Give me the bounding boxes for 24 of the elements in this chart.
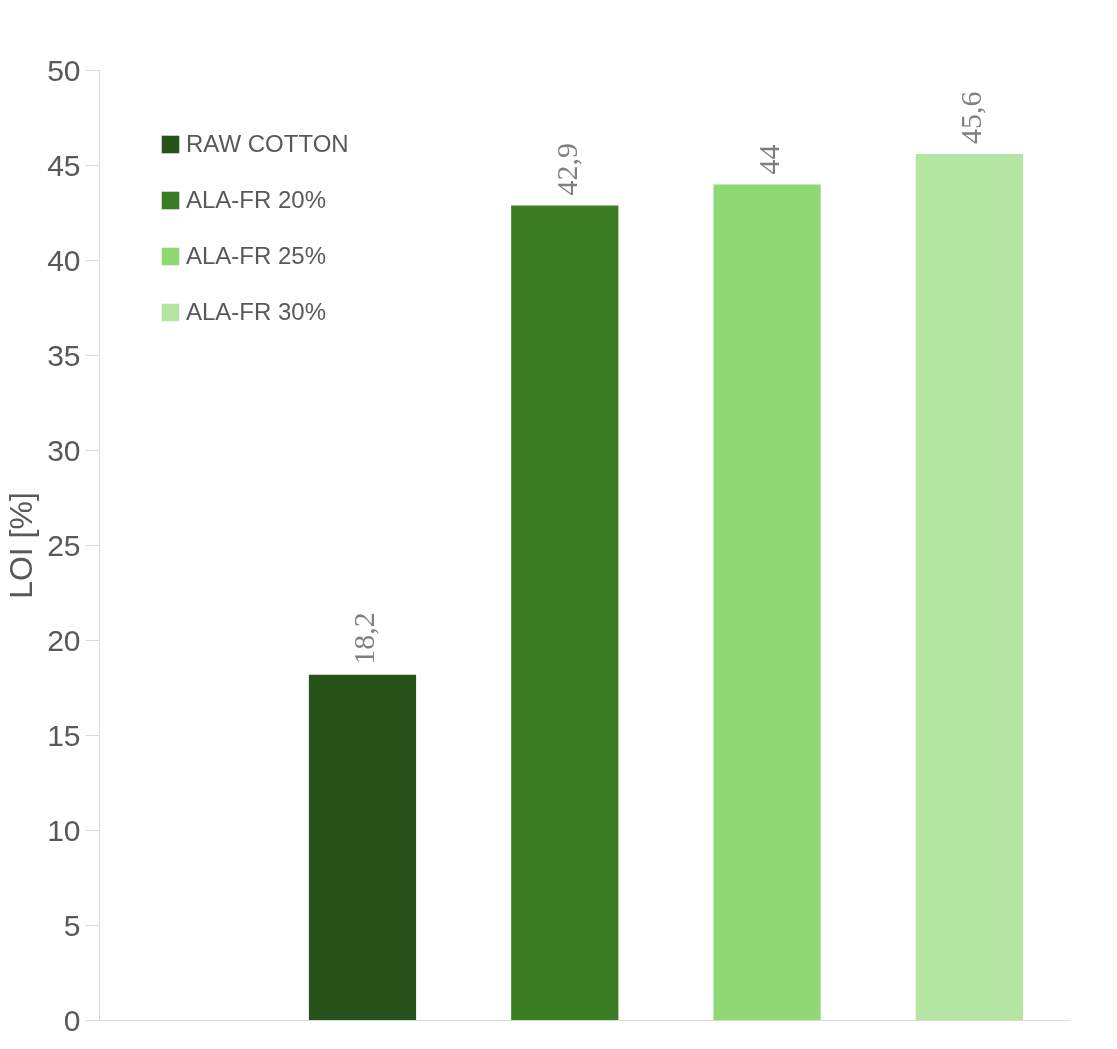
y-tick-label: 25 [47,528,81,562]
y-tick-label: 35 [47,338,81,372]
legend-label: ALA-FR 30% [186,298,327,326]
y-tick-label: 30 [47,433,81,467]
y-tick-label: 50 [47,53,81,87]
y-tick-label: 45 [47,148,81,182]
data-label: 45,6 [954,91,988,145]
data-label: 44 [752,144,786,175]
y-tick-label: 40 [47,243,81,277]
y-axis-title: LOI [%] [3,492,40,599]
legend-label: RAW COTTON [186,130,349,158]
bar [308,674,417,1021]
legend-label: ALA-FR 25% [186,242,327,270]
legend-label: ALA-FR 20% [186,186,327,214]
y-tick-label: 0 [63,1003,81,1037]
bar [713,184,821,1021]
y-tick-label: 5 [63,908,81,942]
bar [511,205,619,1021]
y-tick-label: 20 [47,623,81,657]
data-label: 18,2 [347,612,381,665]
y-tick-label: 15 [47,718,81,752]
data-label: 42,9 [549,142,583,196]
y-tick-label: 10 [47,813,81,847]
bar [915,154,1023,1021]
